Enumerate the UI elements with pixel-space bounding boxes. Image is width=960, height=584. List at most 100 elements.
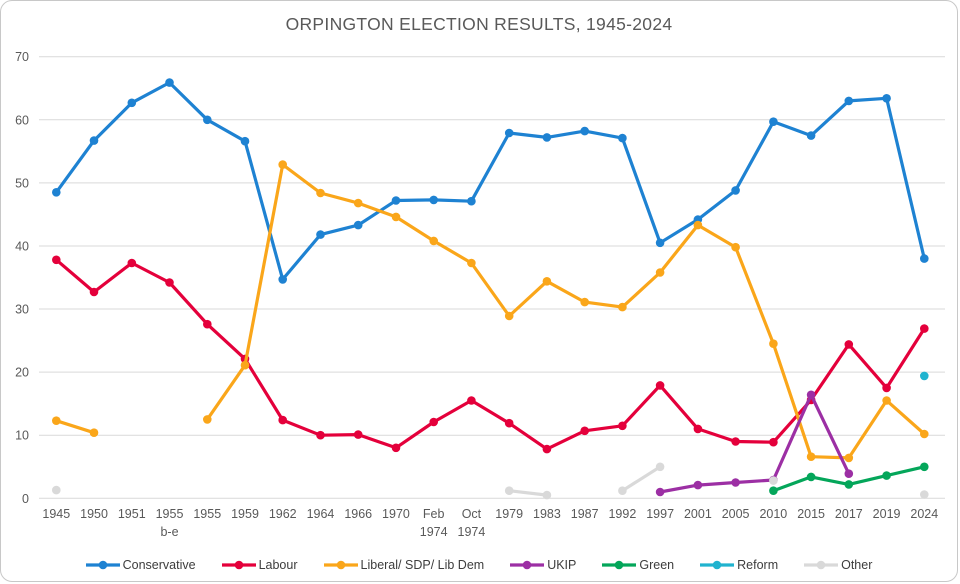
data-point (580, 426, 589, 436)
x-tick-label: Feb 1974 (420, 507, 448, 539)
data-point (391, 443, 401, 453)
data-point (316, 230, 325, 239)
data-point (655, 238, 665, 248)
data-point (769, 486, 778, 496)
data-point (391, 212, 401, 222)
data-point (655, 487, 665, 497)
data-point (52, 416, 61, 426)
data-point (52, 485, 61, 495)
data-point (391, 196, 401, 205)
data-point (127, 258, 137, 268)
x-tick-label: 1983 (533, 507, 561, 521)
legend-label: Reform (737, 558, 779, 572)
data-point (920, 254, 929, 263)
legend-label: Green (639, 558, 675, 572)
legend-marker-icon (804, 560, 839, 570)
legend-item-other: Other (804, 558, 872, 572)
data-point (731, 242, 740, 252)
series-line (54, 81, 926, 281)
data-point (89, 287, 99, 297)
legend-dot (522, 560, 532, 570)
data-point (618, 421, 627, 431)
data-point (731, 437, 740, 446)
data-point (693, 220, 703, 230)
data-point (203, 319, 212, 329)
data-point (353, 430, 363, 439)
x-tick-label: 2015 (797, 507, 825, 521)
legend-marker-icon (510, 560, 545, 570)
x-tick-label: 1979 (495, 507, 523, 521)
x-tick-label: 1955 (193, 507, 221, 521)
y-tick-label: 70 (15, 50, 29, 64)
legend-marker-icon (700, 560, 735, 570)
y-tick-labels: 0 10 20 30 40 50 60 70 (15, 50, 29, 506)
x-tick-label: 2017 (835, 507, 863, 521)
y-tick-label: 50 (15, 176, 29, 190)
x-tick-label: 1964 (307, 507, 335, 521)
data-point (731, 478, 740, 487)
data-point (353, 198, 363, 208)
series-reform (920, 371, 929, 381)
x-tick-label: 1992 (608, 507, 636, 521)
legend-dot (615, 560, 624, 570)
data-point (353, 220, 363, 230)
x-tick-label: 2005 (722, 507, 750, 521)
data-point (618, 133, 627, 143)
data-point (52, 188, 61, 197)
legend-marker-icon (602, 560, 637, 570)
data-point (693, 480, 703, 490)
data-point (165, 278, 174, 287)
x-tick-label: 1950 (80, 507, 108, 521)
data-point (655, 462, 665, 472)
data-point (467, 196, 476, 206)
x-tick-label: Oct 1974 (458, 507, 486, 539)
data-point (731, 186, 740, 195)
y-tick-label: 0 (22, 492, 29, 506)
data-point (844, 480, 854, 489)
data-point (920, 429, 929, 439)
data-point (580, 126, 589, 136)
legend-item-labour: Labour (221, 558, 298, 572)
legend-marker-icon (323, 560, 358, 570)
legend-label: Liberal/ SDP/ Lib Dem (360, 558, 485, 572)
data-point (504, 311, 514, 321)
x-tick-label: 1945 (42, 507, 70, 521)
data-point (278, 160, 288, 169)
x-tick-label: 1955 b-e (156, 507, 184, 539)
data-point (844, 340, 854, 349)
legend-item-ukip: UKIP (510, 558, 576, 572)
data-point (769, 339, 778, 349)
series-line (54, 258, 926, 451)
data-point (920, 324, 929, 333)
series-line (54, 163, 926, 460)
legend-item-conservative: Conservative (85, 558, 196, 572)
data-point (542, 133, 552, 142)
legend-marker-icon (221, 560, 256, 570)
legend-dot (712, 560, 722, 570)
x-tick-label: 1962 (269, 507, 297, 521)
data-point (504, 486, 514, 496)
data-point (203, 115, 212, 125)
legend-label: UKIP (547, 558, 577, 572)
x-tick-label: 1959 (231, 507, 259, 521)
data-point (920, 371, 929, 381)
y-gridlines (39, 56, 945, 499)
legend-item-green: Green (602, 558, 674, 572)
x-tick-label: 2001 (684, 507, 712, 521)
x-tick-labels: 1945 1950 1951 1955 b-e 1955 1959 1962 1964 1966 1… (42, 507, 938, 539)
data-point (882, 383, 891, 393)
data-point (429, 195, 439, 205)
x-tick-label: 2024 (910, 507, 938, 521)
legend-item-reform: Reform (700, 558, 778, 572)
x-tick-label: 1997 (646, 507, 674, 521)
legend: Conservative Labour Liberal/ SDP/ Lib Dem U… (1, 558, 957, 572)
data-point (844, 96, 854, 106)
data-point (882, 396, 891, 405)
y-tick-label: 60 (15, 113, 29, 127)
y-tick-label: 20 (15, 366, 29, 380)
data-point (316, 188, 325, 198)
data-point (618, 486, 627, 496)
data-point (655, 268, 665, 277)
data-point (542, 490, 552, 500)
data-point (89, 428, 99, 438)
